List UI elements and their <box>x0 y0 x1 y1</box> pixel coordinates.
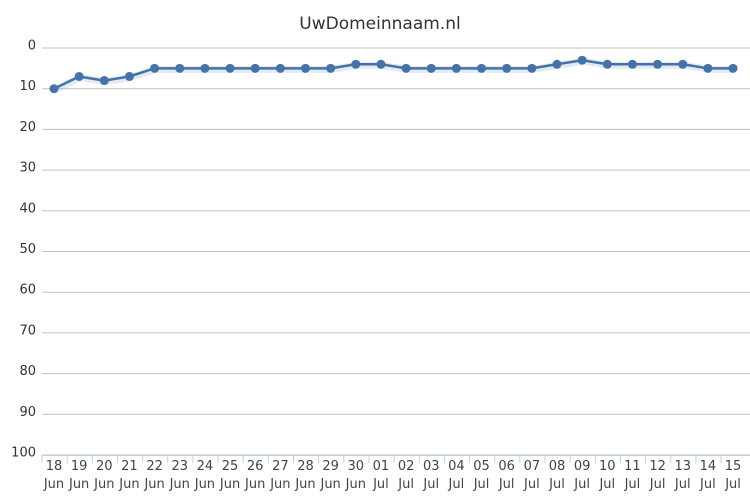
point <box>577 55 587 65</box>
point <box>678 59 688 69</box>
x-tick-label: 21 Jun <box>119 459 140 492</box>
series-line <box>53 58 734 90</box>
point <box>703 63 713 73</box>
point <box>728 63 738 73</box>
x-tick-label: 20 Jun <box>94 459 115 492</box>
x-tick-label: 05 Jul <box>473 459 490 492</box>
x-tick-label: 02 Jul <box>397 459 415 492</box>
x-tick-label: 04 Jul <box>448 459 465 492</box>
point <box>326 63 336 73</box>
x-tick-label: 25 Jun <box>219 459 241 492</box>
point <box>74 71 84 81</box>
x-tick-label: 26 Jun <box>245 459 266 492</box>
x-tick-label: 27 Jun <box>270 459 291 492</box>
x-tick-label: 23 Jun <box>169 459 190 492</box>
x-tick-label: 08 Jul <box>548 459 566 492</box>
point <box>99 76 109 86</box>
y-tick-label: 0 <box>28 39 36 54</box>
point <box>124 71 134 81</box>
y-tick-label: 50 <box>19 242 36 257</box>
point <box>552 59 562 69</box>
x-tick-label: 28 Jun <box>295 459 316 492</box>
point <box>502 63 512 73</box>
point <box>426 63 436 73</box>
y-tick-label: 20 <box>19 120 36 135</box>
point <box>602 59 612 69</box>
point <box>275 63 285 73</box>
x-tick-label: 10 Jul <box>599 459 616 492</box>
x-tick-label: 15 Jul <box>724 459 742 492</box>
y-tick-label: 40 <box>19 201 36 216</box>
point <box>250 63 260 73</box>
point <box>527 63 537 73</box>
y-tick-label: 100 <box>11 446 36 461</box>
x-tick-label: 12 Jul <box>649 459 666 492</box>
point <box>451 63 461 73</box>
point <box>49 84 59 94</box>
x-tick-label: 09 Jul <box>573 459 591 492</box>
x-tick-label: 22 Jun <box>144 459 165 492</box>
x-tick-label: 11 Jul <box>624 459 641 492</box>
y-tick-label: 70 <box>19 323 36 338</box>
point <box>653 59 663 69</box>
point <box>175 63 185 73</box>
point <box>150 63 160 73</box>
x-tick-label: 24 Jun <box>194 459 216 492</box>
x-tick-label: 30 Jun <box>345 459 366 492</box>
y-tick-label: 90 <box>19 405 36 420</box>
x-tick-label: 18 Jun <box>43 459 65 492</box>
y-tick-label: 10 <box>19 79 36 94</box>
x-tick-label: 06 Jul <box>498 459 515 492</box>
y-tick-label: 60 <box>19 283 36 298</box>
point <box>225 63 235 73</box>
point <box>477 63 487 73</box>
point <box>401 63 411 73</box>
point <box>376 59 386 69</box>
x-tick-label: 13 Jul <box>674 459 692 492</box>
point <box>301 63 310 73</box>
x-tick-label: 03 Jul <box>422 459 440 492</box>
x-tick-label: 14 Jul <box>699 459 717 492</box>
x-tick-label: 01 Jul <box>372 459 390 492</box>
point <box>627 59 637 69</box>
y-tick-label: 30 <box>19 161 36 176</box>
y-tick-label: 80 <box>19 364 36 379</box>
x-tick-label: 07 Jul <box>523 459 541 492</box>
x-tick-label: 29 Jun <box>320 459 341 492</box>
point <box>200 63 210 73</box>
point <box>351 59 361 69</box>
chart-title: UwDomeinnaam.nl <box>299 14 460 34</box>
x-tick-label: 19 Jun <box>68 459 90 492</box>
